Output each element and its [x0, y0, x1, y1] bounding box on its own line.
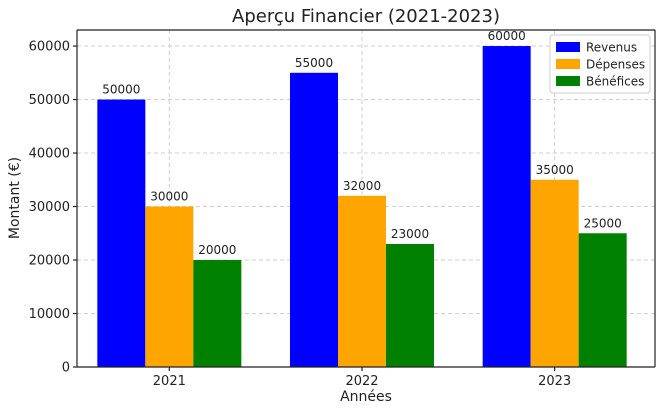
y-tick-label: 30000: [29, 200, 70, 215]
y-tick-label: 50000: [29, 93, 70, 108]
bar: [290, 72, 338, 368]
y-tick-label: 0: [62, 361, 70, 376]
y-tick-label: 40000: [29, 147, 70, 162]
chart-title: Aperçu Financier (2021-2023): [232, 6, 500, 27]
bar: [386, 243, 434, 367]
axes: 0 10000 20000 30000 40000 50000 60000 2021 2022 2…: [29, 29, 656, 389]
x-tick-label: 2022: [345, 374, 378, 389]
bar: [578, 233, 627, 367]
x-tick-label: 2023: [538, 374, 571, 389]
data-label: 60000: [488, 29, 526, 43]
bar: [145, 206, 194, 367]
data-label: 20000: [198, 243, 236, 257]
bars: 50000 55000 60000 30000 32000 35000 20000 23000…: [97, 29, 627, 368]
legend-label: Bénéfices: [586, 75, 644, 89]
legend-swatch: [556, 59, 580, 69]
x-tick-label: 2021: [153, 374, 186, 389]
y-axis-label: Montant (€): [7, 157, 23, 239]
legend-swatch: [556, 76, 580, 86]
y-tick-label: 10000: [29, 307, 70, 322]
legend: Revenus Dépenses Bénéfices: [549, 34, 651, 94]
data-label: 55000: [295, 56, 333, 70]
y-tick-label: 20000: [29, 254, 70, 269]
data-label: 35000: [536, 163, 574, 177]
data-label: 50000: [102, 83, 140, 97]
legend-swatch: [556, 42, 580, 52]
data-label: 23000: [391, 227, 429, 241]
data-label: 25000: [584, 216, 622, 230]
data-label: 32000: [343, 179, 381, 193]
bar: [338, 195, 386, 367]
bar: [482, 46, 531, 368]
bar: [193, 260, 242, 367]
x-axis-label: Années: [340, 389, 392, 405]
bar: [97, 99, 146, 368]
data-label: 30000: [150, 190, 188, 204]
bar: [530, 179, 579, 367]
legend-label: Revenus: [586, 41, 637, 55]
legend-label: Dépenses: [586, 58, 645, 72]
y-tick-label: 60000: [29, 40, 70, 55]
